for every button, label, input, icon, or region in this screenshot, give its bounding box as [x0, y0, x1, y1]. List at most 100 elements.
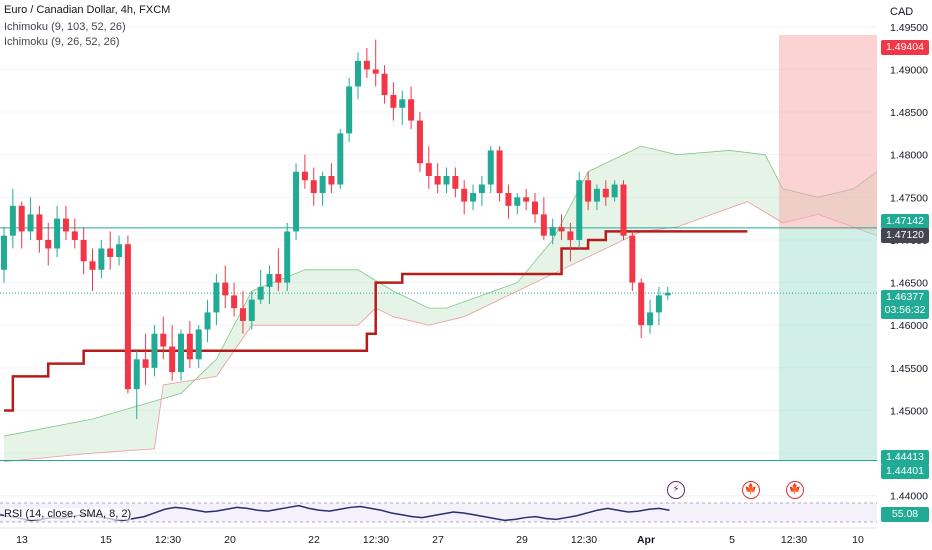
candle-body — [204, 312, 211, 330]
candle-body — [124, 244, 131, 390]
candle-body — [310, 180, 317, 194]
candle-body — [133, 359, 140, 390]
time-axis[interactable]: 13 15 12:30 20 22 12:30 27 29 12:30 Apr 5 12:30 10 — [16, 534, 864, 546]
price-axis-bg — [877, 0, 932, 530]
horizontal-levels — [0, 227, 877, 462]
y-tick-label: 1.49000 — [890, 64, 928, 76]
price-tag: 1.44413 — [881, 450, 929, 465]
candle-body — [18, 205, 25, 232]
candle-body — [425, 163, 432, 176]
x-tick-label: 12:30 — [363, 534, 389, 546]
candle-body — [178, 333, 184, 373]
y-tick-label: 1.46500 — [890, 278, 928, 290]
candle-body — [116, 244, 123, 257]
candle-body — [390, 95, 397, 108]
candle-body — [638, 282, 645, 326]
price-tag: 1.44401 — [881, 464, 929, 479]
candle-body — [328, 176, 335, 185]
kijun-103-line — [4, 230, 748, 412]
x-tick-label: 15 — [100, 534, 112, 546]
candle-body — [213, 282, 220, 313]
symbol-title[interactable]: Euro / Canadian Dollar, 4h, FXCM — [4, 4, 171, 16]
price-tag-value: 1.47142 — [886, 215, 924, 227]
candle-body — [301, 171, 308, 181]
x-tick-label: 12:30 — [571, 534, 597, 546]
price-tag-value: 1.49404 — [886, 41, 924, 53]
price-axis[interactable]: 1.495001.490001.485001.480001.475001.470… — [877, 0, 932, 530]
canada-event-icon[interactable]: 🍁 — [742, 481, 760, 499]
candle-body — [231, 295, 238, 309]
candle-body — [160, 333, 167, 347]
candle-body — [293, 171, 300, 232]
x-tick-label: 10 — [852, 534, 864, 546]
candle-body — [611, 184, 618, 198]
x-tick-label: 12:30 — [781, 534, 807, 546]
candle-body — [372, 69, 379, 74]
candle-body — [664, 292, 671, 296]
candle-body — [514, 197, 521, 206]
candle-body — [602, 188, 609, 198]
y-tick-label: 1.47500 — [890, 192, 928, 204]
rsi-legend[interactable]: RSI (14, close, SMA, 8, 2) — [4, 508, 132, 520]
candle-body — [1, 235, 7, 270]
x-tick-label: 5 — [729, 534, 735, 546]
candle-body — [186, 333, 193, 360]
candle-body — [222, 282, 229, 296]
cloud-area — [4, 146, 932, 462]
y-grid — [0, 26, 877, 497]
x-tick-label: 22 — [308, 534, 320, 546]
price-tag-value: 1.44401 — [886, 465, 924, 477]
candle-body — [549, 227, 556, 236]
x-tick-label: 13 — [16, 534, 28, 546]
y-tick-label: 1.45500 — [890, 363, 928, 375]
candle-body — [620, 184, 627, 236]
candle-body — [45, 239, 52, 249]
x-tick-label: Apr — [637, 534, 655, 546]
candle-body — [470, 193, 477, 202]
candle-body — [355, 60, 361, 87]
y-tick-label: 1.46000 — [890, 320, 928, 332]
candle-body — [496, 150, 503, 194]
y-tick-label: 1.48500 — [890, 107, 928, 119]
candle-body — [142, 359, 149, 368]
candle-body — [505, 193, 512, 206]
candle-body — [257, 286, 264, 300]
candle-body — [80, 239, 87, 262]
candlesticks — [1, 39, 671, 419]
ichimoku-legend-2[interactable]: Ichimoku (9, 26, 52, 26) — [4, 36, 120, 48]
price-tag: 1.49404 — [881, 40, 929, 55]
x-tick-label: 27 — [432, 534, 444, 546]
y-tick-label: 1.44000 — [890, 491, 928, 503]
candle-body — [452, 176, 459, 189]
x-tick-label: 29 — [516, 534, 528, 546]
candle-body — [266, 274, 273, 287]
candle-body — [576, 180, 583, 240]
candle-body — [655, 295, 662, 313]
candle-body — [169, 346, 176, 373]
kijun-line — [4, 230, 748, 412]
canada-event-icon-2[interactable]: 🍁 — [786, 481, 804, 499]
candle-body — [27, 214, 34, 232]
candle-body — [593, 188, 600, 202]
candle-body — [478, 184, 485, 194]
candle-body — [647, 312, 654, 326]
candle-body — [71, 231, 78, 240]
y-tick-label: 1.48000 — [890, 150, 928, 162]
candle-body — [381, 73, 388, 95]
price-tag-value: 1.46377 — [886, 291, 924, 303]
candle-body — [54, 218, 61, 249]
candle-body — [195, 329, 202, 360]
candle-body — [248, 299, 255, 321]
flash-event-icon[interactable]: ⚡ — [667, 481, 685, 499]
candle-body — [540, 214, 547, 236]
price-tag: 1.47120 — [881, 228, 929, 243]
candle-body — [98, 248, 105, 270]
candle-body — [36, 214, 43, 240]
ichimoku-legend-1[interactable]: Ichimoku (9, 103, 52, 26) — [4, 21, 126, 33]
candle-body — [532, 201, 538, 215]
bar-countdown: 03:56:32 — [884, 304, 926, 316]
price-tag: 1.47142 — [881, 214, 929, 229]
candle-body — [239, 308, 246, 321]
currency-label: CAD — [890, 6, 914, 18]
